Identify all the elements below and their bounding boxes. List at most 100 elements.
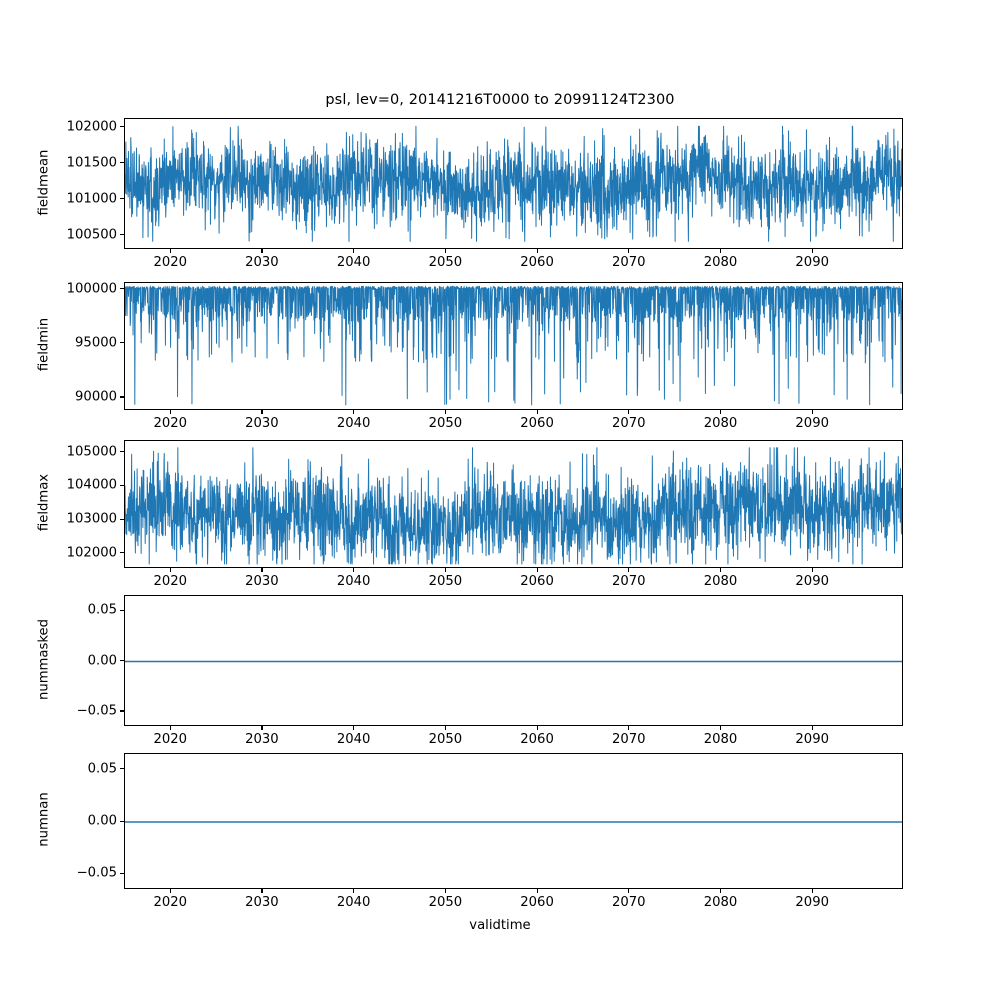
y-tick-label: 100000 — [66, 281, 117, 296]
x-tick-label: 2090 — [795, 415, 829, 431]
y-tick-label: −0.05 — [76, 865, 117, 881]
y-tick-label: 90000 — [75, 389, 117, 405]
y-tick-mark — [120, 342, 124, 344]
subplot-numnan — [124, 753, 903, 889]
x-tick-label: 2080 — [703, 894, 738, 910]
axes-frame-fieldmax — [124, 440, 903, 568]
y-tick-mark — [120, 198, 124, 200]
y-tick-mark — [120, 518, 124, 520]
x-tick-mark — [169, 568, 171, 572]
y-tick-mark — [120, 609, 124, 611]
x-tick-mark — [169, 410, 171, 414]
x-tick-label: 2060 — [520, 254, 554, 270]
x-tick-label: 2080 — [703, 415, 738, 431]
x-tick-mark — [811, 568, 813, 572]
x-tick-mark — [628, 726, 630, 730]
axes-frame-fieldmin — [124, 282, 903, 410]
subplot-fieldmin — [124, 282, 903, 410]
series-line-numnan — [125, 754, 903, 889]
x-tick-label: 2070 — [612, 731, 646, 747]
y-tick-mark — [120, 484, 124, 487]
y-tick-label: 100500 — [66, 227, 117, 243]
x-tick-label: 2040 — [336, 573, 371, 589]
y-tick-mark — [120, 126, 124, 128]
x-tick-label: 2030 — [245, 254, 279, 270]
x-tick-mark — [536, 726, 538, 730]
x-tick-mark — [353, 889, 355, 893]
x-tick-mark — [719, 410, 722, 414]
x-tick-mark — [719, 889, 722, 893]
y-tick-mark — [120, 234, 124, 236]
x-tick-label: 2050 — [428, 415, 463, 431]
x-tick-label: 2090 — [795, 254, 829, 270]
x-axis-label: validtime — [469, 918, 531, 933]
subplot-nummasked — [124, 595, 903, 726]
y-tick-mark — [120, 162, 124, 164]
x-tick-label: 2050 — [428, 254, 463, 270]
y-tick-mark — [120, 288, 124, 290]
x-tick-label: 2060 — [520, 731, 554, 747]
x-tick-label: 2070 — [612, 254, 646, 270]
x-tick-mark — [444, 249, 446, 253]
x-tick-label: 2090 — [795, 731, 829, 747]
x-tick-mark — [169, 889, 171, 893]
x-tick-mark — [719, 249, 722, 253]
x-tick-label: 2040 — [336, 254, 371, 270]
x-tick-mark — [444, 568, 446, 572]
x-tick-label: 2020 — [153, 415, 187, 431]
x-tick-label: 2060 — [520, 573, 554, 589]
x-tick-mark — [353, 726, 355, 730]
y-tick-mark — [120, 710, 124, 712]
x-tick-label: 2020 — [153, 731, 187, 747]
x-tick-label: 2070 — [612, 894, 646, 910]
axes-frame-fieldmean — [124, 118, 903, 249]
axes-frame-nummasked — [124, 595, 903, 726]
x-tick-label: 2040 — [336, 415, 371, 431]
y-tick-mark — [120, 820, 124, 822]
x-tick-mark — [261, 726, 263, 730]
x-tick-mark — [628, 410, 630, 414]
x-tick-mark — [169, 726, 171, 730]
x-tick-label: 2020 — [153, 894, 187, 910]
y-tick-label: 101000 — [66, 191, 117, 207]
x-tick-label: 2060 — [520, 415, 554, 431]
y-tick-mark — [120, 451, 124, 453]
x-tick-mark — [628, 889, 630, 893]
y-tick-label: 0.00 — [87, 653, 117, 668]
x-tick-label: 2030 — [245, 415, 279, 431]
y-tick-label: 101500 — [66, 155, 117, 171]
x-tick-mark — [536, 889, 538, 893]
x-tick-label: 2080 — [703, 573, 738, 589]
x-tick-label: 2040 — [336, 731, 371, 747]
x-tick-mark — [536, 410, 538, 414]
y-tick-label: −0.05 — [76, 703, 117, 719]
series-line-fieldmin — [125, 283, 903, 410]
y-tick-label: 0.05 — [87, 602, 117, 618]
y-tick-mark — [120, 872, 124, 874]
axes-frame-numnan — [124, 753, 903, 889]
y-tick-label: 105000 — [66, 444, 117, 460]
x-tick-mark — [169, 249, 171, 253]
subplot-fieldmean — [124, 118, 903, 249]
x-tick-mark — [261, 568, 263, 572]
y-tick-label: 0.00 — [87, 813, 117, 829]
x-tick-label: 2060 — [520, 894, 554, 910]
x-tick-mark — [811, 889, 813, 893]
x-tick-mark — [628, 568, 630, 572]
x-tick-mark — [444, 889, 446, 893]
x-tick-mark — [811, 726, 813, 730]
x-tick-mark — [628, 249, 630, 253]
x-tick-label: 2020 — [153, 254, 187, 270]
subplot-fieldmax — [124, 440, 903, 568]
series-line-fieldmax — [125, 441, 903, 568]
x-tick-mark — [261, 410, 263, 414]
x-tick-mark — [444, 410, 446, 414]
x-tick-mark — [719, 726, 722, 730]
x-tick-label: 2090 — [795, 573, 829, 589]
x-tick-mark — [353, 249, 355, 253]
x-tick-mark — [536, 568, 538, 572]
y-tick-mark — [120, 396, 124, 398]
x-tick-label: 2090 — [795, 894, 829, 910]
y-tick-label: 103000 — [66, 511, 117, 527]
